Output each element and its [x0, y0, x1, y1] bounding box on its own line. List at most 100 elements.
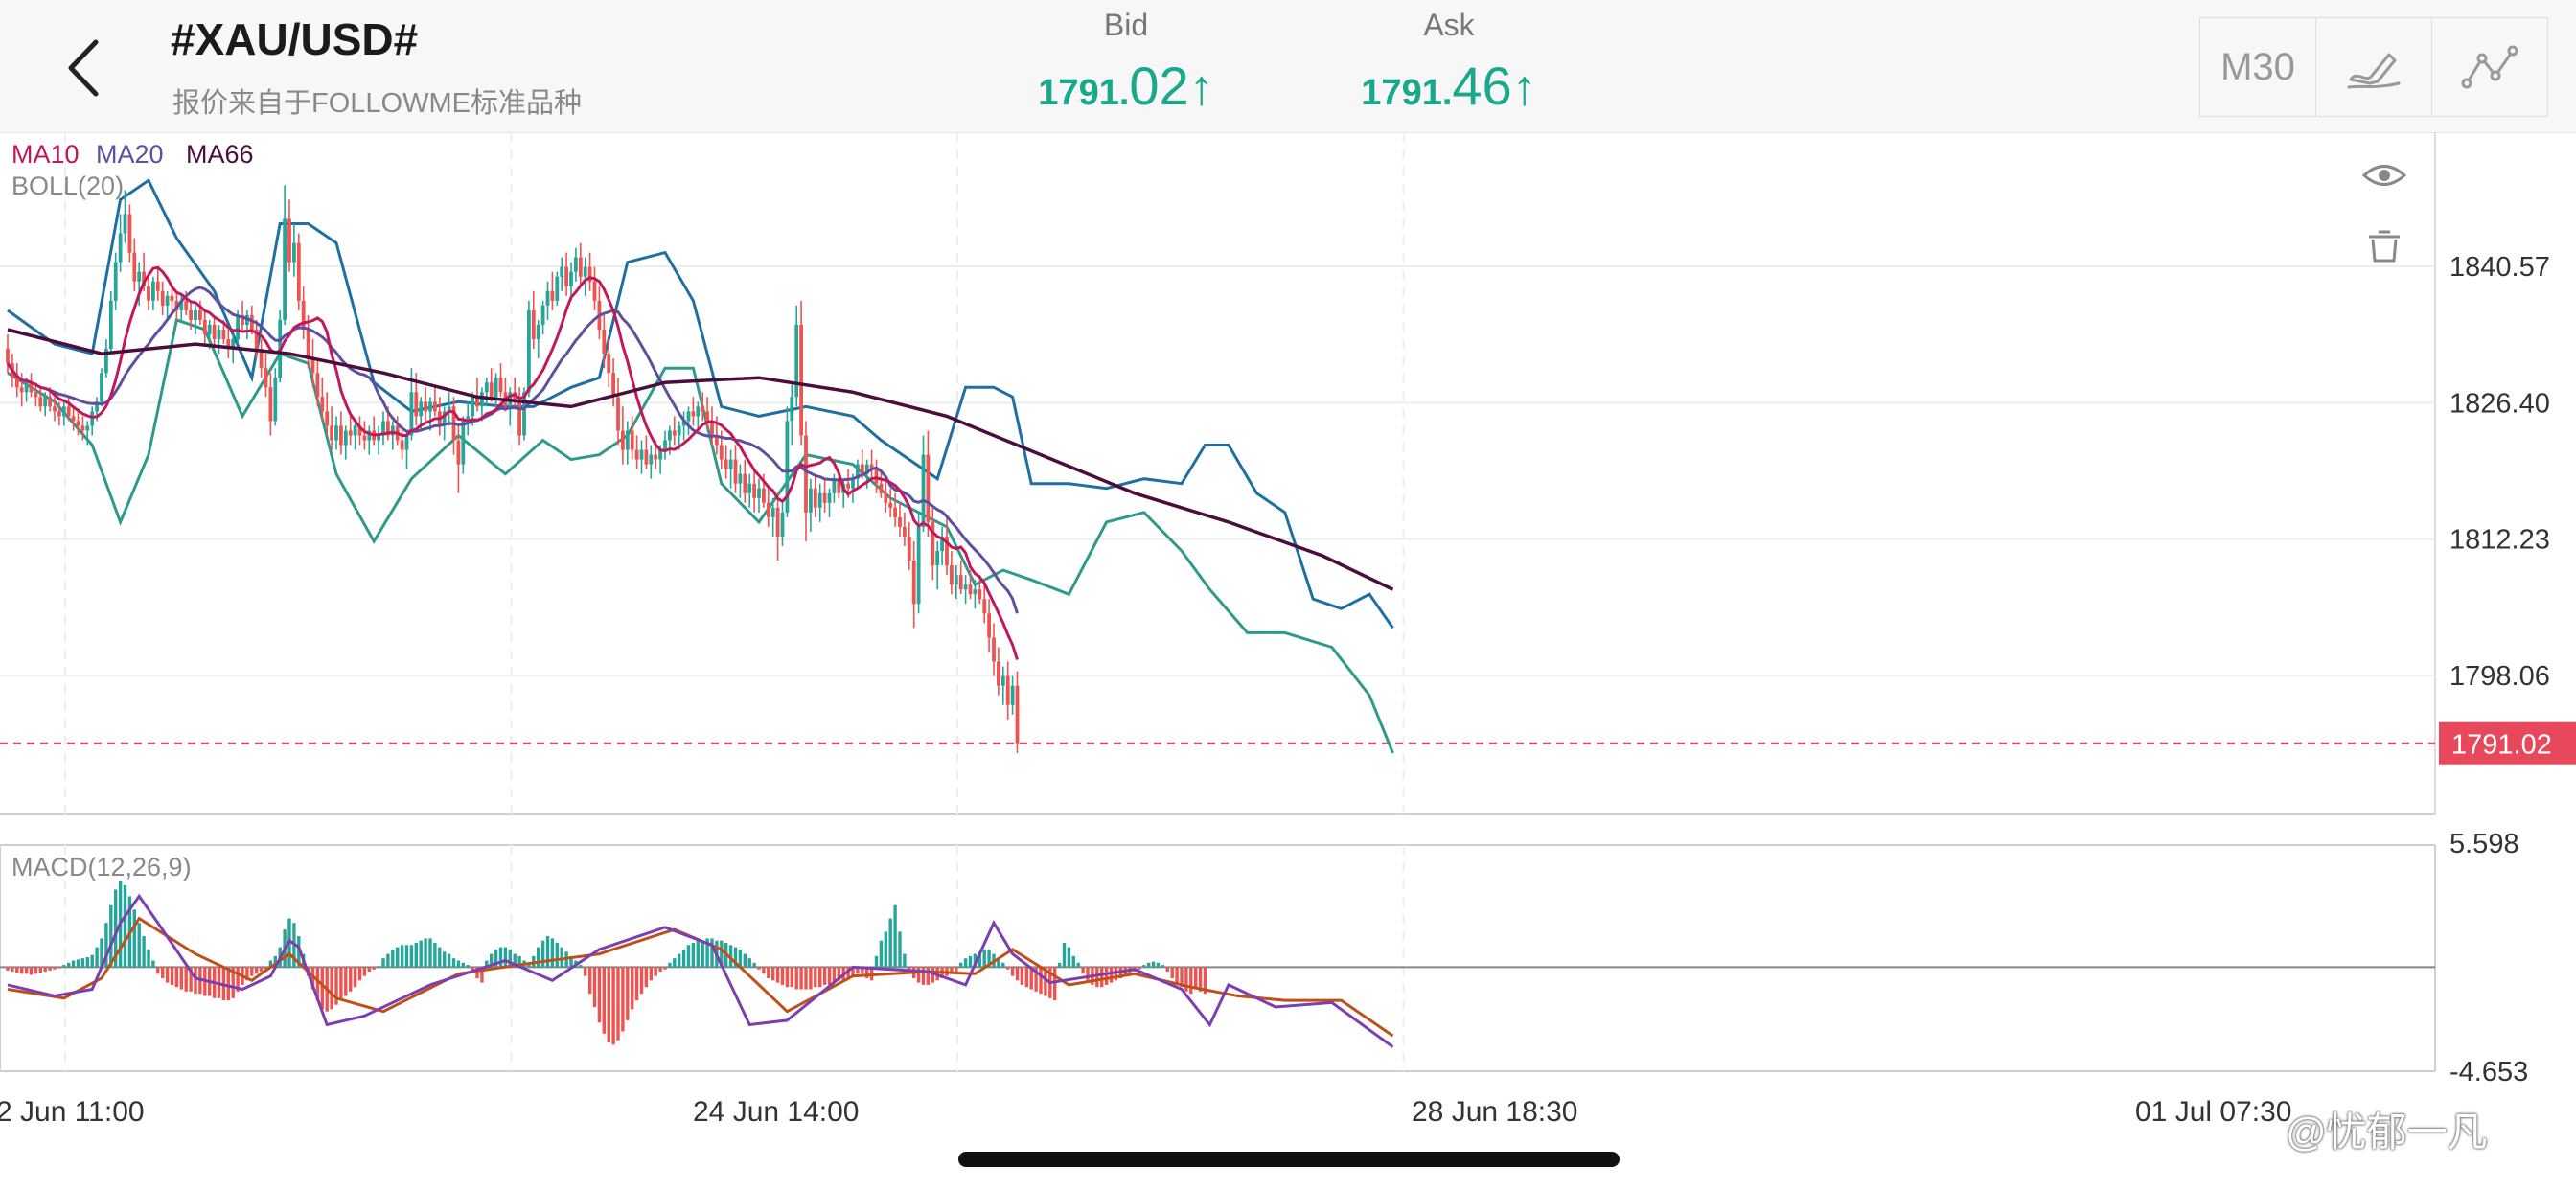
candle-body — [940, 536, 944, 552]
macd-histogram-bar — [762, 967, 766, 974]
macd-histogram-bar — [602, 967, 606, 1034]
home-indicator[interactable] — [958, 1152, 1620, 1167]
candle-body — [837, 478, 841, 493]
macd-histogram-bar — [752, 962, 756, 968]
eye-icon[interactable] — [2361, 165, 2407, 186]
candle-body — [142, 271, 146, 286]
candle-body — [414, 392, 419, 417]
macd-histogram-bar — [137, 923, 141, 968]
candle-body — [447, 406, 451, 412]
candlestick-series — [6, 185, 1020, 753]
macd-histogram-bar — [705, 938, 709, 968]
candle-body — [644, 449, 649, 465]
macd-histogram-bar — [837, 967, 840, 981]
indicator-button[interactable] — [2432, 18, 2547, 116]
macd-histogram-bar — [494, 949, 498, 968]
macd-histogram-bar — [386, 953, 390, 968]
macd-histogram-bar — [264, 967, 268, 970]
macd-histogram-bar — [607, 967, 610, 1043]
macd-histogram-bar — [90, 954, 94, 968]
price-chart[interactable]: 1840.57 1826.40 1812.23 1798.06 5.598 -4.653 1… — [0, 132, 2576, 1190]
candle-body — [766, 502, 770, 517]
macd-histogram-bar — [954, 967, 958, 973]
macd-histogram-bar — [1198, 967, 1203, 992]
candle-body — [958, 575, 963, 590]
candle-body — [310, 358, 315, 374]
back-button[interactable] — [58, 34, 115, 102]
macd-histogram-bar — [1165, 967, 1169, 973]
macd-histogram-bar — [1180, 967, 1184, 988]
macd-dif-line — [7, 893, 1394, 1048]
macd-histogram-bar — [644, 967, 649, 988]
candle-body — [545, 290, 550, 306]
price-tick-label: 1840.57 — [2450, 252, 2550, 283]
macd-histogram-bar — [673, 958, 677, 968]
ma10-legend[interactable]: MA10 — [12, 140, 80, 169]
macd-histogram-bar — [142, 936, 146, 968]
candle-body — [80, 425, 85, 431]
macd-histogram-bar — [733, 947, 738, 968]
macd-histogram-bar — [1010, 967, 1015, 976]
candle-body — [48, 397, 52, 407]
candle-body — [212, 324, 217, 340]
candle-body — [931, 521, 935, 566]
ma66-legend[interactable]: MA66 — [186, 140, 254, 169]
chart-toolbar: M30 — [2199, 17, 2548, 117]
macd-histogram-bar — [1076, 962, 1080, 968]
trash-icon[interactable] — [2369, 230, 2400, 263]
macd-histogram-bar — [701, 940, 704, 968]
macd-histogram-bar — [6, 967, 10, 971]
macd-histogram-bar — [43, 967, 47, 973]
candle-body — [475, 397, 479, 407]
boll-legend[interactable]: BOLL(20) — [12, 172, 124, 200]
macd-histogram-bar — [780, 967, 785, 985]
draw-button[interactable] — [2316, 18, 2432, 116]
macd-histogram-bar — [362, 967, 367, 976]
candle-body — [630, 430, 634, 450]
macd-histogram-bar — [743, 953, 747, 968]
candle-body — [531, 309, 536, 340]
macd-legend[interactable]: MACD(12,26,9) — [12, 853, 192, 881]
candle-body — [325, 411, 330, 426]
macd-histogram-bar — [550, 938, 555, 968]
macd-histogram-bar — [189, 967, 193, 992]
macd-histogram-bar — [518, 955, 521, 968]
macd-histogram-bar — [170, 967, 174, 985]
candle-body — [343, 430, 348, 446]
candle-body — [471, 397, 474, 417]
candle-body — [681, 421, 686, 426]
ask-quote: Ask 1791.46↑ — [1324, 8, 1574, 117]
macd-histogram-bar — [809, 967, 813, 990]
macd-histogram-bar — [1053, 967, 1057, 1001]
candle-body — [34, 392, 38, 398]
top-header: #XAU/USD# 报价来自于FOLLOWME标准品种 Bid 1791.02↑… — [0, 0, 2576, 133]
macd-histogram-bar — [931, 967, 934, 983]
candle-body — [306, 329, 310, 359]
macd-histogram-bar — [447, 953, 451, 968]
macd-histogram-bar — [161, 967, 165, 978]
candle-body — [301, 300, 306, 330]
candle-body — [95, 401, 99, 412]
macd-panel-frame — [0, 844, 2436, 1072]
macd-histogram-bar — [259, 967, 264, 973]
timeframe-button[interactable]: M30 — [2200, 18, 2316, 116]
ma20-legend[interactable]: MA20 — [96, 140, 164, 169]
candle-body — [184, 300, 189, 310]
candle-body — [170, 295, 174, 301]
macd-histogram-bar — [1086, 967, 1090, 981]
macd-histogram-bar — [1184, 967, 1188, 992]
macd-histogram-bar — [414, 942, 418, 968]
macd-histogram-bar — [339, 967, 343, 1001]
candle-body — [668, 430, 672, 441]
ask-price-fraction: 46 — [1452, 56, 1512, 116]
candle-body — [691, 411, 696, 417]
macd-histogram-bar — [62, 965, 66, 968]
macd-histogram-bar — [1044, 967, 1047, 996]
time-tick-label: 2 Jun 11:00 — [0, 1096, 145, 1128]
candle-body — [701, 406, 705, 412]
macd-histogram-bar — [443, 951, 447, 968]
candle-body — [24, 382, 29, 393]
macd-histogram-bar — [1151, 961, 1156, 968]
candle-body — [165, 295, 170, 306]
candle-body — [822, 492, 827, 503]
